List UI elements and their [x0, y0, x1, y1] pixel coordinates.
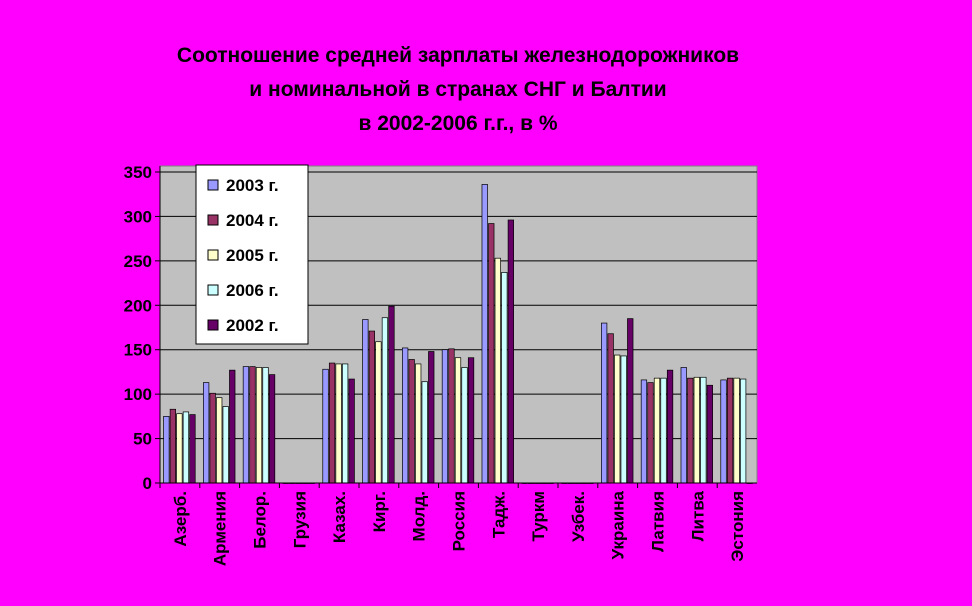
legend-label: 2004 г.: [226, 211, 279, 230]
bar: [488, 223, 495, 484]
legend-swatch: [207, 249, 219, 261]
bar: [620, 355, 627, 484]
x-tick-label: Армения: [211, 491, 230, 566]
bar: [647, 382, 654, 484]
bar: [229, 369, 236, 484]
bar: [375, 341, 382, 484]
bar: [348, 378, 355, 484]
bar: [501, 272, 508, 484]
bar: [408, 359, 415, 484]
legend-swatch: [207, 284, 219, 296]
x-tick-label: Туркм: [529, 491, 548, 541]
x-tick-label: Грузия: [290, 491, 309, 548]
bar: [467, 357, 475, 484]
x-tick-label: Молд.: [410, 491, 429, 541]
bar: [182, 411, 190, 484]
bar: [733, 377, 740, 484]
bar: [461, 367, 468, 484]
bar: [209, 392, 216, 484]
x-tick-label: Россия: [450, 491, 469, 551]
y-tick-label: 250: [124, 252, 152, 271]
bar: [203, 382, 210, 484]
bar: [693, 376, 700, 484]
bar: [216, 397, 223, 484]
bar: [381, 317, 389, 484]
bar: [242, 366, 250, 484]
bar: [666, 369, 674, 484]
bar: [262, 367, 269, 484]
bar: [322, 368, 329, 484]
bar: [454, 357, 462, 484]
bar: [441, 349, 449, 484]
legend-label: 2006 г.: [226, 281, 279, 300]
bar: [415, 363, 422, 484]
chart-title: и номинальной в странах СНГ и Балтии: [249, 78, 666, 101]
bar: [614, 354, 621, 484]
legend-label: 2005 г.: [226, 246, 279, 265]
y-tick-label: 150: [124, 341, 152, 360]
x-tick-label: Узбек.: [569, 491, 588, 542]
y-tick-label: 100: [124, 385, 152, 404]
bar: [342, 363, 349, 484]
bar: [601, 322, 608, 484]
bar: [421, 381, 428, 484]
y-tick-label: 200: [124, 296, 152, 315]
bar: [249, 366, 256, 484]
bar: [169, 408, 176, 484]
x-tick-label: Азерб.: [171, 491, 190, 547]
bar: [163, 416, 170, 484]
y-tick-label: 50: [133, 430, 152, 449]
y-tick-label: 0: [143, 474, 152, 493]
legend-label: 2002 г.: [226, 316, 279, 335]
chart-title: Соотношение средней зарплаты железнодоро…: [177, 44, 739, 67]
bar: [627, 318, 634, 484]
legend-swatch: [207, 179, 219, 191]
bar: [726, 377, 734, 484]
bar: [687, 377, 694, 484]
bar: [680, 367, 687, 484]
bar: [255, 367, 263, 484]
bar: [720, 379, 727, 484]
legend-label: 2003 г.: [226, 176, 279, 195]
x-tick-label: Казах.: [330, 491, 349, 543]
x-tick-label: Белор.: [251, 491, 270, 549]
bar: [176, 413, 183, 484]
legend-swatch: [207, 319, 219, 331]
legend-swatch: [207, 214, 219, 226]
bar: [740, 378, 747, 484]
bar: [328, 362, 336, 484]
bar: [640, 379, 648, 484]
bar: [706, 384, 713, 484]
bar: [660, 377, 667, 484]
bar: [222, 406, 229, 484]
x-tick-label: Эстония: [728, 491, 747, 562]
chart-title: в 2002-2006 г.г., в %: [358, 112, 557, 135]
x-tick-label: Тадж.: [489, 491, 508, 538]
bar: [700, 376, 707, 484]
bar: [362, 319, 369, 484]
x-tick-label: Кирг.: [370, 491, 389, 532]
x-tick-label: Латвия: [649, 491, 668, 552]
bar: [494, 257, 501, 484]
bar: [189, 414, 196, 484]
bar: [428, 351, 435, 484]
y-tick-label: 350: [124, 163, 152, 182]
x-tick-label: Литва: [688, 490, 707, 541]
bar: [368, 330, 375, 484]
bar: [335, 363, 342, 484]
x-tick-label: Украина: [609, 490, 628, 559]
bar: [402, 347, 409, 484]
bar: [388, 305, 395, 484]
bar: [607, 333, 614, 484]
bar: [507, 219, 514, 484]
bar: [481, 184, 488, 484]
bar: [448, 348, 455, 484]
y-tick-label: 300: [124, 207, 152, 226]
bar: [268, 374, 276, 484]
bar: [653, 377, 661, 484]
